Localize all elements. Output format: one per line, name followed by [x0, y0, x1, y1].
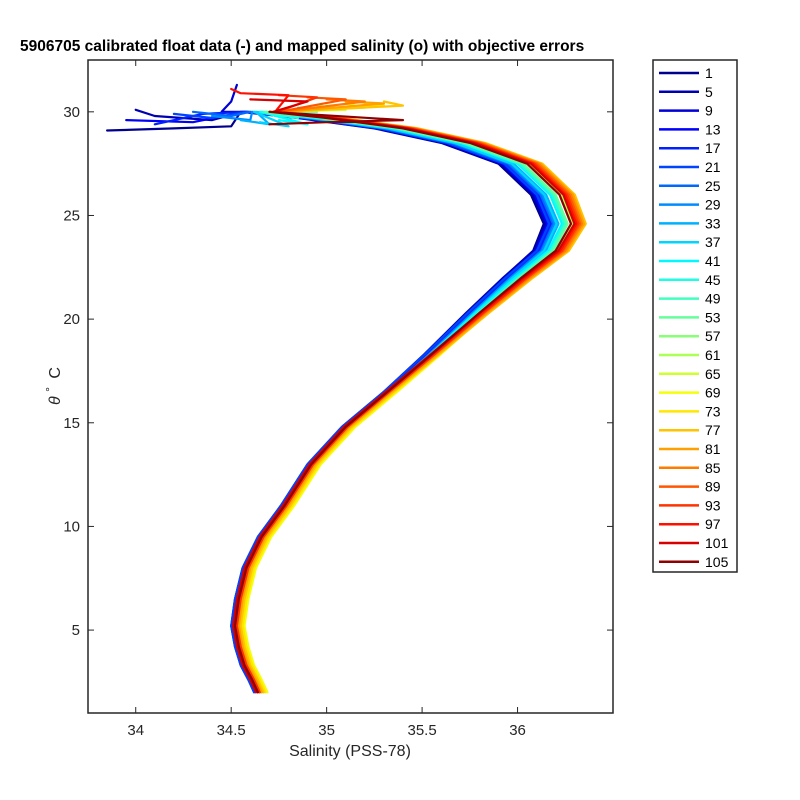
y-axis-label: θ ° C — [41, 367, 64, 405]
legend-label: 9 — [705, 103, 713, 119]
legend: 1 5 9 13 17 21 25 29 33 37 41 45 49 53 57 61 65 69 73 77 81 8… — [652, 59, 738, 573]
legend-label: 17 — [705, 140, 721, 156]
y-axis-ticks: 5 10 15 20 25 30 — [63, 104, 613, 639]
legend-label: 89 — [705, 479, 721, 495]
series-line-profile-105 — [233, 110, 573, 694]
legend-label: 69 — [705, 385, 721, 401]
y-tick-label: 20 — [63, 311, 80, 328]
y-tick-label: 5 — [72, 622, 80, 639]
legend-label: 37 — [705, 234, 721, 250]
legend-label: 97 — [705, 516, 721, 532]
legend-label: 25 — [705, 178, 721, 194]
legend-label: 61 — [705, 347, 721, 363]
legend-label: 5 — [705, 84, 713, 100]
x-axis-label: Salinity (PSS-78) — [289, 743, 411, 760]
legend-label: 21 — [705, 159, 721, 175]
plot-area-border — [87, 59, 614, 714]
y-axis-label-unit: C — [47, 367, 64, 379]
legend-label: 1 — [705, 65, 713, 81]
series-layer — [106, 83, 587, 694]
x-tick-label: 35 — [318, 722, 335, 739]
svg-text:θ ° C: θ ° C — [41, 367, 64, 405]
legend-label: 101 — [705, 535, 729, 551]
y-axis-label-symbol: θ — [47, 396, 64, 405]
legend-label: 85 — [705, 460, 721, 476]
legend-label: 105 — [705, 554, 729, 570]
legend-label: 81 — [705, 441, 721, 457]
chart-title: 5906705 calibrated float data (-) and ma… — [20, 38, 584, 55]
x-tick-label: 34 — [127, 722, 144, 739]
legend-label: 77 — [705, 422, 721, 438]
legend-label: 29 — [705, 197, 721, 213]
y-tick-label: 25 — [63, 207, 80, 224]
x-tick-label: 35.5 — [407, 722, 436, 739]
x-tick-label: 34.5 — [217, 722, 246, 739]
x-tick-label: 36 — [509, 722, 526, 739]
legend-label: 41 — [705, 253, 721, 269]
y-tick-label: 30 — [63, 104, 80, 121]
y-tick-label: 10 — [63, 518, 80, 535]
y-tick-label: 15 — [63, 415, 80, 432]
legend-label: 13 — [705, 121, 721, 137]
legend-label: 49 — [705, 291, 721, 307]
legend-label: 73 — [705, 403, 721, 419]
legend-label: 57 — [705, 328, 721, 344]
plot-area-frame — [88, 60, 613, 713]
legend-label: 45 — [705, 272, 721, 288]
legend-label: 53 — [705, 309, 721, 325]
legend-box — [652, 59, 738, 573]
y-axis-label-degree: ° — [43, 387, 57, 392]
legend-label: 33 — [705, 215, 721, 231]
x-axis-ticks: 34 34.5 35 35.5 36 — [127, 60, 526, 739]
legend-label: 93 — [705, 497, 721, 513]
legend-label: 65 — [705, 366, 721, 382]
